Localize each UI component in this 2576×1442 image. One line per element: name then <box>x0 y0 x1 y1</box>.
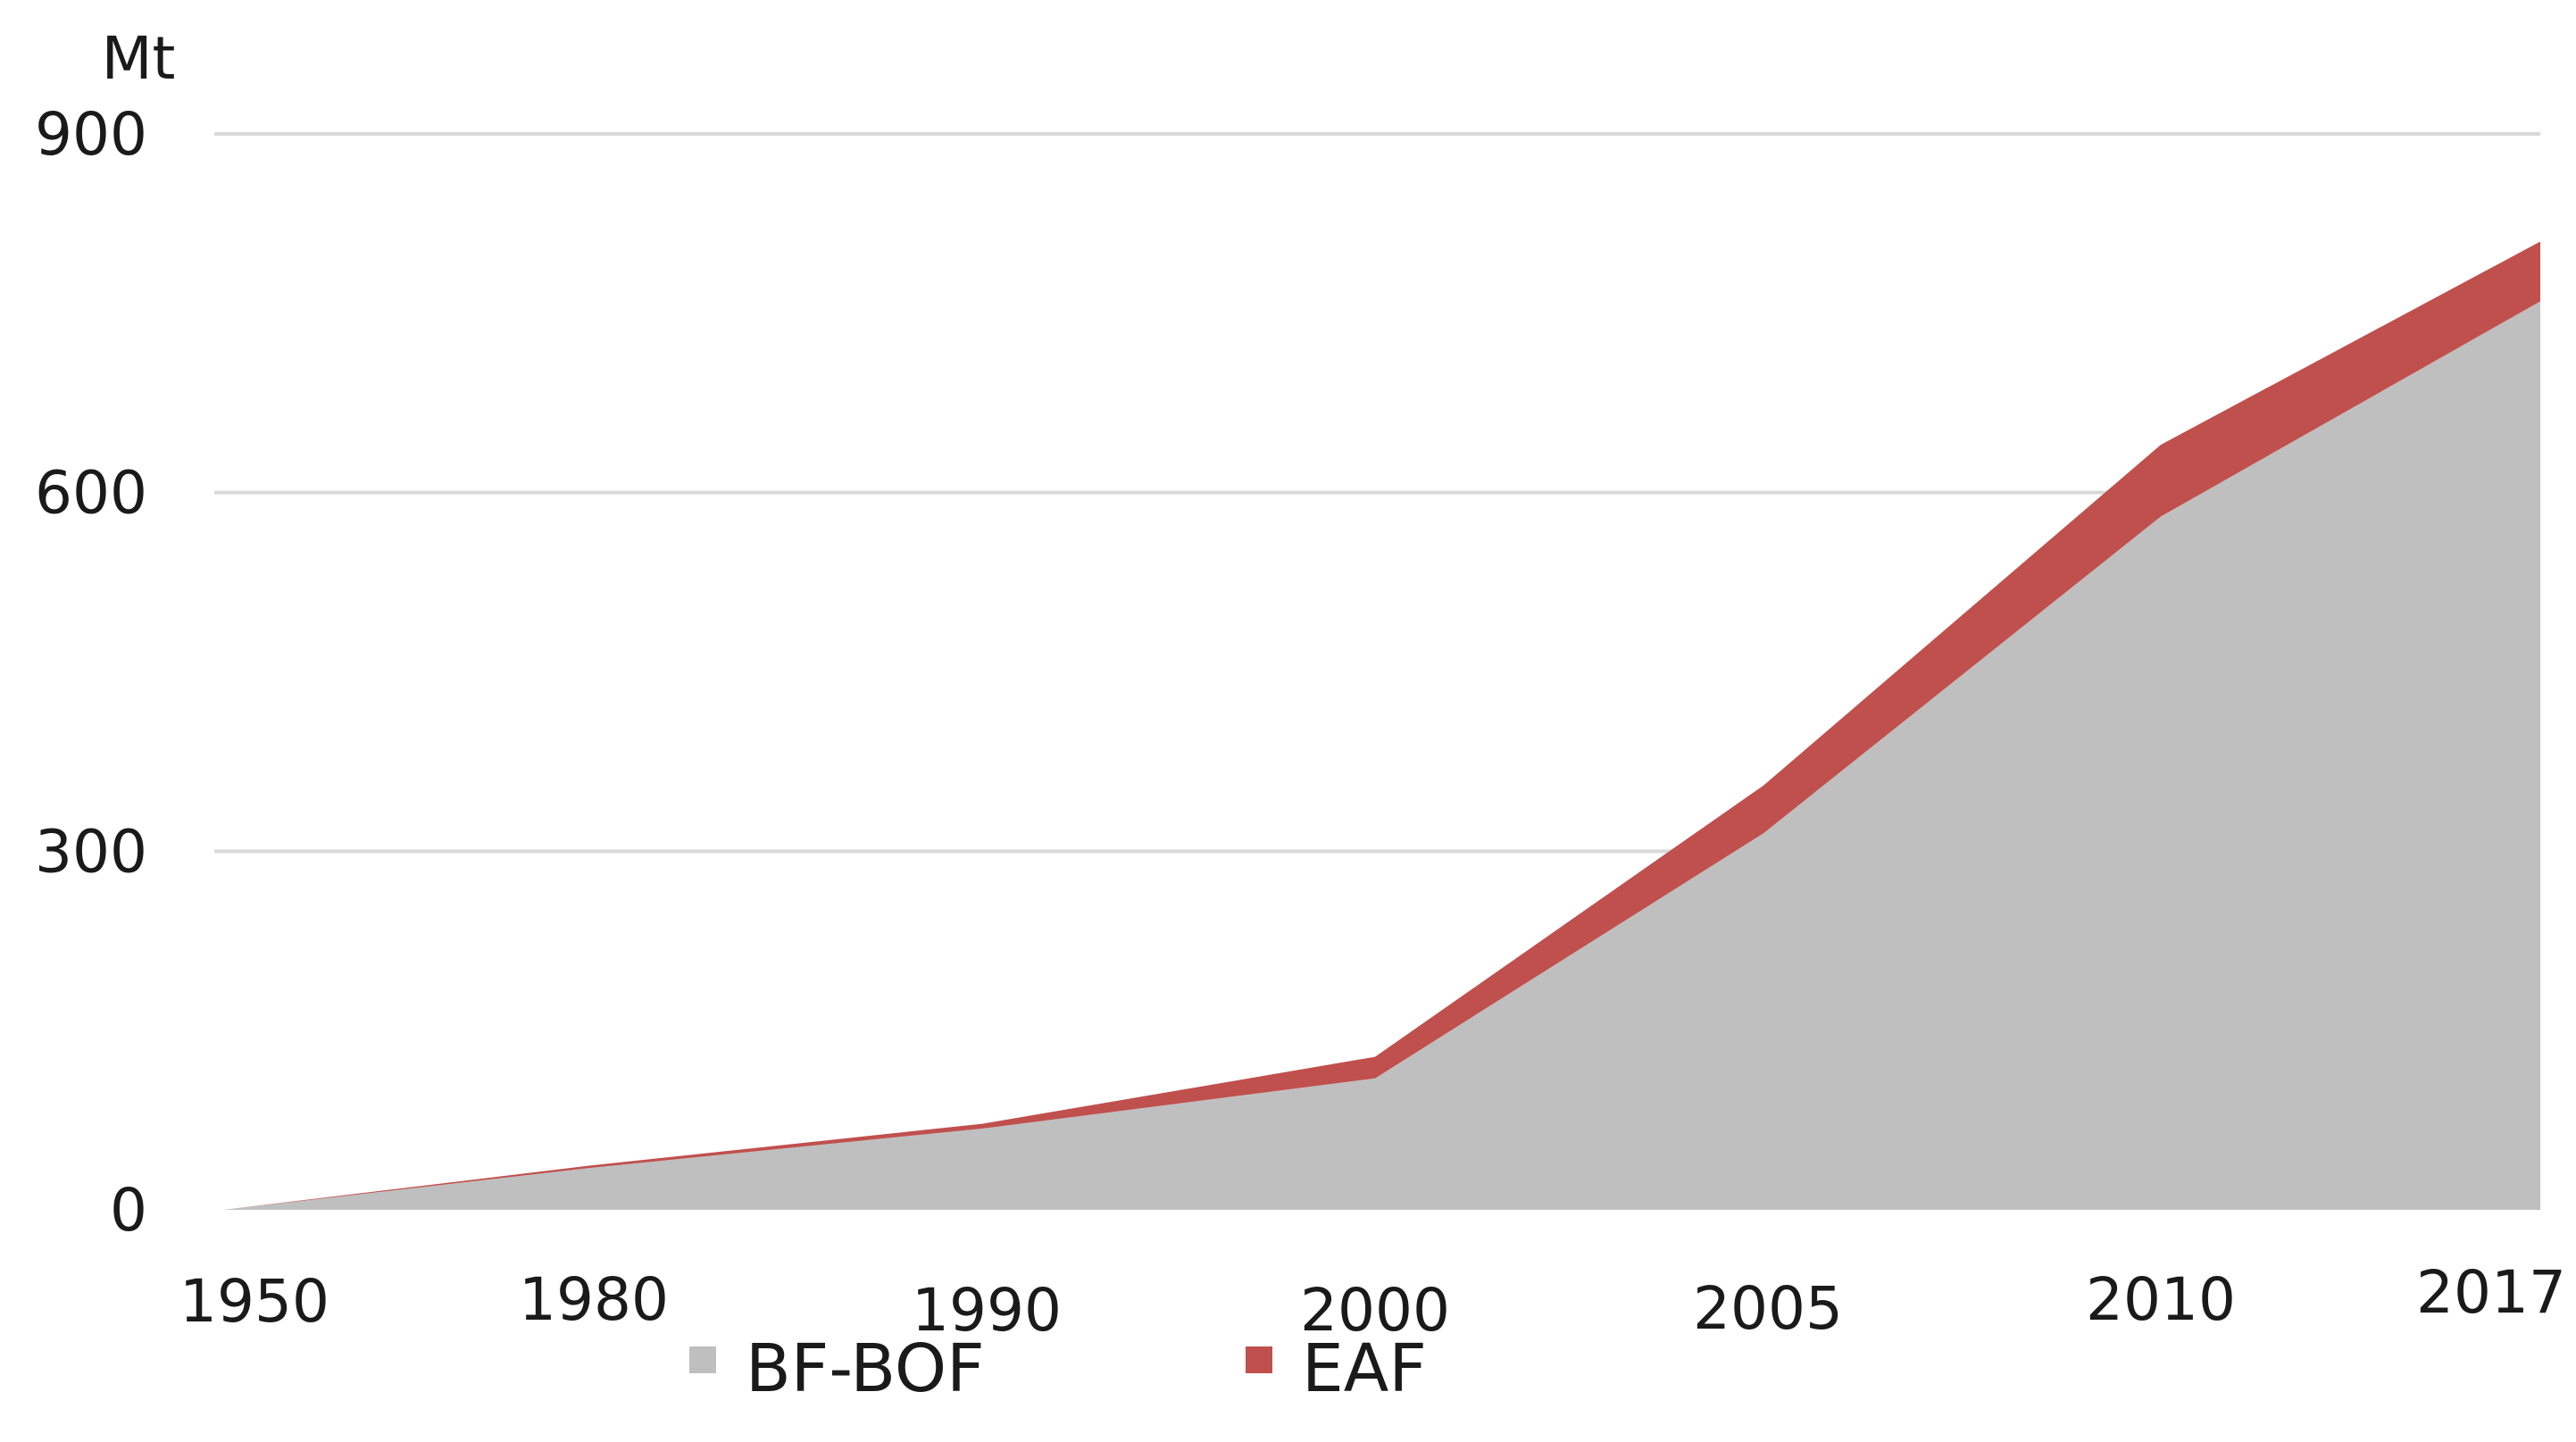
x-axis-ticks: 1950 1980 1990 2000 2005 2010 2017 <box>179 1258 2566 1345</box>
y-tick-label-900: 900 <box>35 100 147 169</box>
area-bf-bof <box>223 301 2540 1210</box>
axes: Mt <box>102 24 176 93</box>
legend-label-bf-bof: BF-BOF <box>746 1330 985 1407</box>
legend: BF-BOF EAF <box>689 1330 1427 1407</box>
x-tick-label-2000: 2000 <box>1300 1276 1450 1345</box>
legend-label-eaf: EAF <box>1302 1330 1427 1407</box>
y-tick-label-300: 300 <box>35 817 147 886</box>
legend-swatch-eaf <box>1246 1346 1272 1373</box>
legend-swatch-bf-bof <box>689 1346 716 1373</box>
y-axis-ticks: 0 300 600 900 <box>35 100 147 1245</box>
y-axis-unit-label: Mt <box>102 24 176 93</box>
x-tick-label-2005: 2005 <box>1693 1274 1843 1343</box>
y-tick-label-600: 600 <box>35 459 147 528</box>
x-tick-label-2010: 2010 <box>2086 1265 2236 1334</box>
y-tick-label-0: 0 <box>110 1176 147 1245</box>
x-tick-label-2017: 2017 <box>2416 1258 2566 1327</box>
x-tick-label-1980: 1980 <box>519 1265 669 1334</box>
x-tick-label-1990: 1990 <box>912 1276 1062 1345</box>
x-tick-label-1950: 1950 <box>179 1267 329 1336</box>
plot-area <box>223 241 2540 1210</box>
